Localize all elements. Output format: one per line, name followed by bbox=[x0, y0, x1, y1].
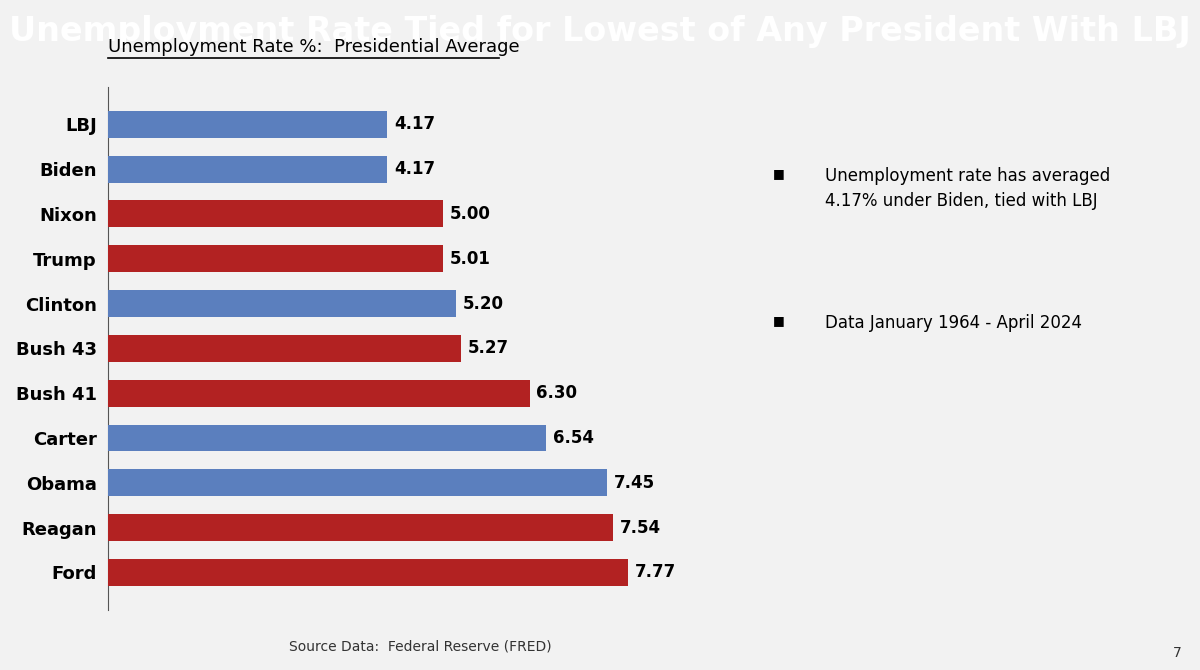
Bar bbox=[108, 515, 613, 541]
Text: Source Data:  Federal Reserve (FRED): Source Data: Federal Reserve (FRED) bbox=[289, 639, 551, 653]
Text: ■: ■ bbox=[773, 314, 785, 327]
Text: ■: ■ bbox=[773, 167, 785, 180]
Text: 7.77: 7.77 bbox=[635, 563, 676, 582]
Text: Data January 1964 - April 2024: Data January 1964 - April 2024 bbox=[826, 314, 1082, 332]
Bar bbox=[108, 335, 461, 362]
Bar bbox=[108, 290, 456, 317]
Bar bbox=[108, 155, 388, 182]
Text: Unemployment Rate Tied for Lowest of Any President With LBJ: Unemployment Rate Tied for Lowest of Any… bbox=[10, 15, 1190, 48]
Bar bbox=[108, 559, 628, 586]
Bar bbox=[108, 425, 546, 452]
Text: 5.20: 5.20 bbox=[463, 295, 504, 313]
Bar bbox=[108, 111, 388, 138]
Text: 4.17: 4.17 bbox=[394, 160, 434, 178]
Text: 5.01: 5.01 bbox=[450, 250, 491, 268]
Text: 7: 7 bbox=[1174, 646, 1182, 660]
Bar bbox=[108, 200, 443, 227]
Text: 5.00: 5.00 bbox=[450, 205, 491, 223]
Text: 7.45: 7.45 bbox=[613, 474, 654, 492]
Text: Unemployment rate has averaged
4.17% under Biden, tied with LBJ: Unemployment rate has averaged 4.17% und… bbox=[826, 167, 1110, 210]
Text: 4.17: 4.17 bbox=[394, 115, 434, 133]
Bar bbox=[108, 470, 607, 496]
Text: 5.27: 5.27 bbox=[468, 340, 509, 357]
Text: Unemployment Rate %:  Presidential Average: Unemployment Rate %: Presidential Averag… bbox=[108, 38, 520, 56]
Bar bbox=[108, 245, 444, 272]
Text: 7.54: 7.54 bbox=[619, 519, 661, 537]
Text: 6.54: 6.54 bbox=[552, 429, 594, 447]
Bar bbox=[108, 380, 529, 407]
Text: 6.30: 6.30 bbox=[536, 384, 577, 402]
